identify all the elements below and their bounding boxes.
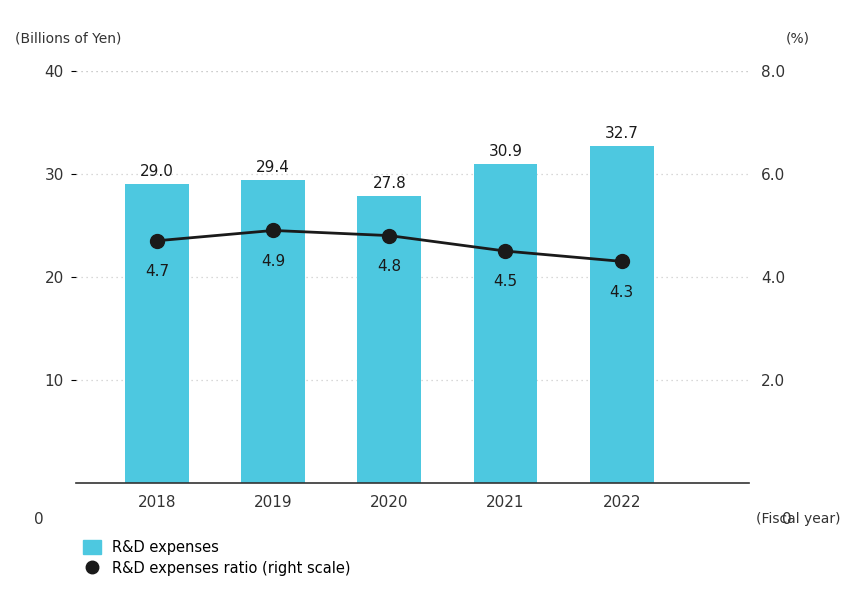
Text: 0: 0 (34, 512, 44, 527)
Text: 4.7: 4.7 (145, 264, 169, 279)
Text: 4.3: 4.3 (610, 284, 634, 300)
Bar (473, 164, 537, 483)
Text: 4.9: 4.9 (261, 254, 285, 269)
Text: 30.9: 30.9 (488, 144, 523, 160)
Legend: R&D expenses, R&D expenses ratio (right scale): R&D expenses, R&D expenses ratio (right … (83, 540, 351, 576)
Text: (Fiscal year): (Fiscal year) (756, 512, 840, 526)
Text: 4.8: 4.8 (377, 259, 402, 274)
Bar (589, 146, 653, 483)
Text: (Billions of Yen): (Billions of Yen) (15, 32, 121, 46)
Bar (125, 184, 189, 483)
Text: 27.8: 27.8 (372, 176, 406, 191)
Text: 0: 0 (781, 512, 791, 527)
Text: 32.7: 32.7 (605, 126, 638, 141)
Bar (357, 197, 421, 483)
Text: (%): (%) (786, 32, 810, 46)
Text: 4.5: 4.5 (493, 274, 518, 289)
Bar (242, 180, 305, 483)
Text: 29.4: 29.4 (256, 160, 290, 175)
Text: 29.0: 29.0 (140, 164, 174, 179)
